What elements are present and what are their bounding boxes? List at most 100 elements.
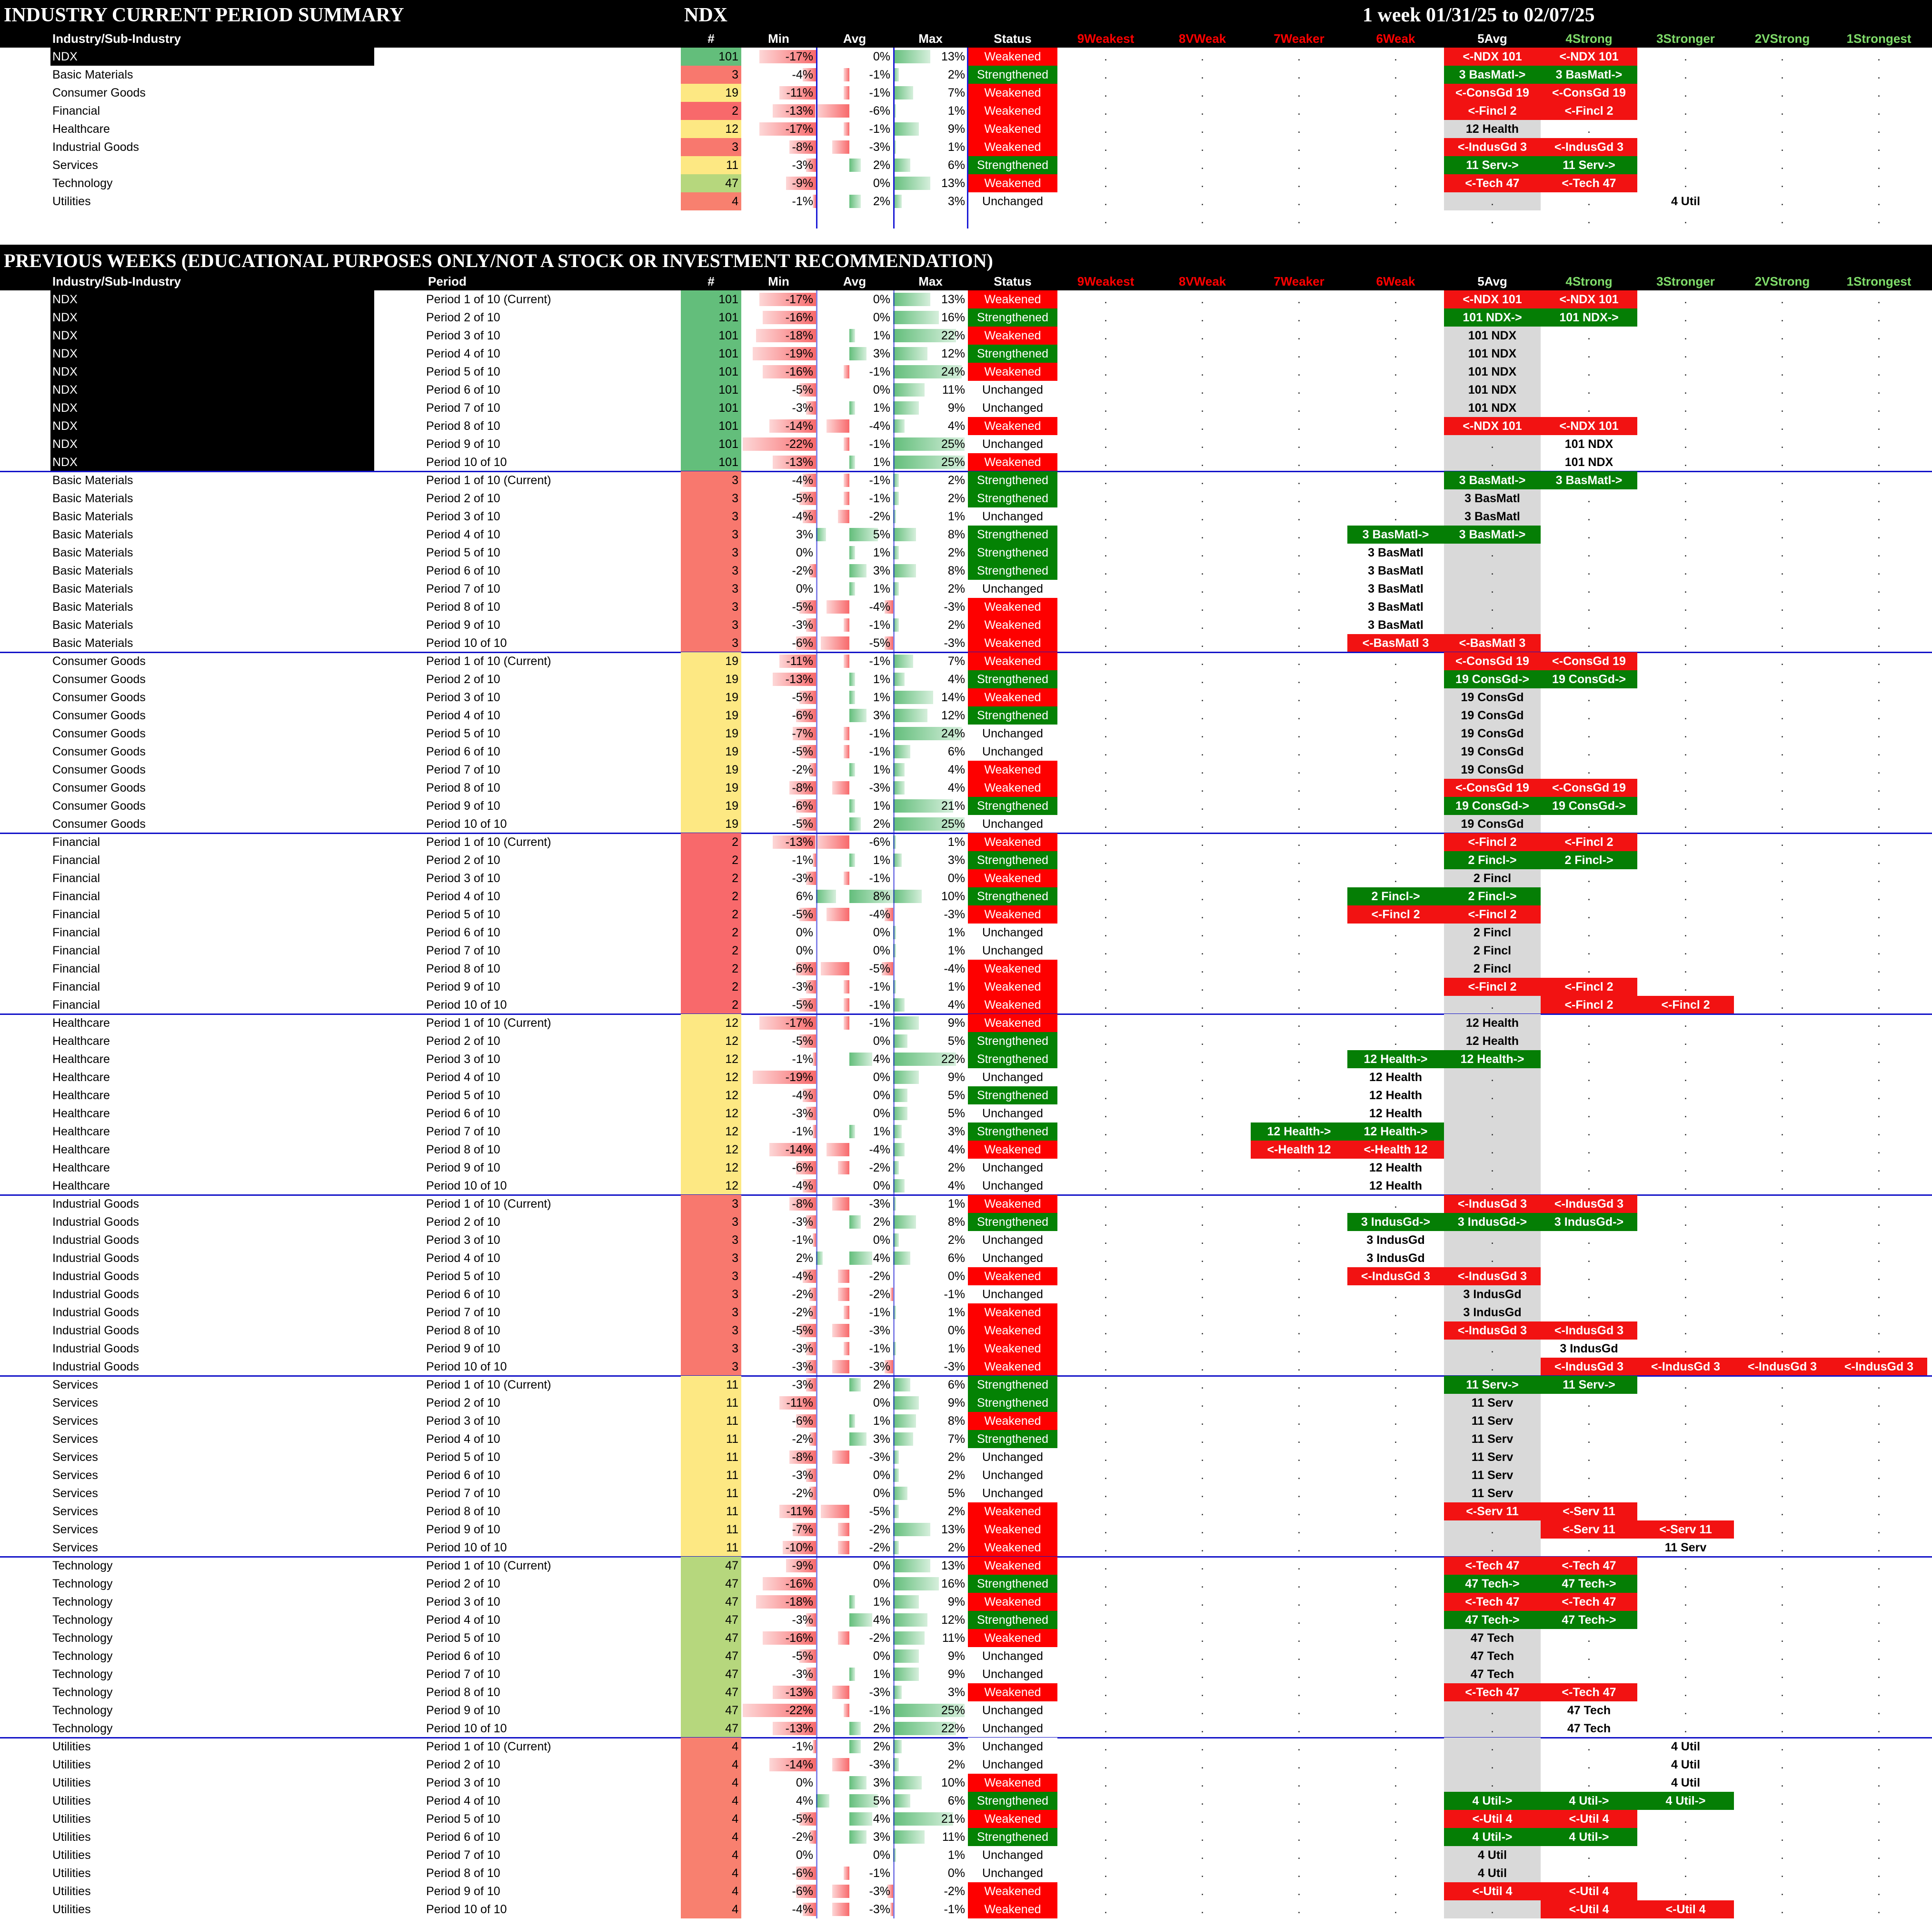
level-placeholder: . [1587, 1450, 1591, 1464]
period-label: Period 3 of 10 [426, 510, 500, 523]
group-separator [0, 652, 1932, 653]
level-placeholder: . [1297, 528, 1301, 541]
status-badge: Weakened [968, 634, 1057, 652]
industry-name: Healthcare [52, 1125, 110, 1138]
level-placeholder: . [1297, 437, 1301, 451]
value-bar [806, 872, 816, 885]
level-cell: <-NDX 101 [1541, 290, 1637, 308]
value-bar [796, 962, 816, 975]
level-placeholder: . [1684, 159, 1687, 172]
level-placeholder: . [1394, 293, 1397, 306]
value-bar [893, 419, 905, 433]
value-bar [796, 636, 816, 650]
period-label: Period 4 of 10 [426, 1613, 500, 1627]
table-row: Industrial Goods Period 4 of 10 3 2% 4% 6% Unc… [0, 1249, 1932, 1267]
status-badge: Weakened [968, 1900, 1057, 1918]
level-placeholder: . [1297, 365, 1301, 378]
level-placeholder: . [1877, 492, 1881, 505]
level-placeholder: . [1444, 1141, 1541, 1159]
min-value: -10% [785, 1541, 813, 1554]
stock-count: 4 [681, 1774, 741, 1792]
value-bar [893, 437, 965, 451]
min-value: 0% [796, 944, 813, 957]
value-bar [779, 655, 816, 668]
table-row: Basic Materials Period 7 of 10 3 0% 1% 2% Unch… [0, 580, 1932, 598]
level-placeholder: . [1297, 709, 1301, 722]
level-placeholder: . [1297, 86, 1301, 99]
table-row: Technology Period 9 of 10 47 -22% -1% 25% Unch… [0, 1701, 1932, 1719]
stock-count: 19 [681, 743, 741, 761]
level-placeholder: . [1877, 1631, 1881, 1645]
level-placeholder: . [1297, 582, 1301, 596]
level-placeholder: . [1297, 1414, 1301, 1428]
status-badge: Weakened [968, 978, 1057, 996]
level-placeholder: . [1877, 1071, 1881, 1084]
level-placeholder: . [1104, 1143, 1107, 1156]
level-placeholder: . [1781, 1758, 1784, 1771]
max-value: 0% [947, 1324, 965, 1337]
max-value: 11% [942, 1830, 965, 1844]
level-placeholder: . [1394, 1631, 1397, 1645]
level-placeholder: . [1201, 1016, 1204, 1030]
avg-value: 1% [873, 799, 890, 813]
level-placeholder: . [1104, 564, 1107, 577]
level-cell: 11 Serv-> [1541, 1376, 1637, 1394]
period-label: Period 3 of 10 [426, 691, 500, 704]
table-row: Technology Period 5 of 10 47 -16% -2% 11% Weak… [0, 1629, 1932, 1647]
level-placeholder: . [1104, 1469, 1107, 1482]
industry-name: Consumer Goods [52, 655, 146, 668]
value-bar [849, 763, 855, 776]
level-placeholder: . [1104, 195, 1107, 208]
level-cell: 4 Util [1671, 1740, 1701, 1753]
level-placeholder: . [1201, 872, 1204, 885]
avg-value: 0% [873, 1649, 890, 1663]
level-placeholder: . [1877, 763, 1881, 776]
level-placeholder: . [1394, 213, 1397, 226]
min-value: -5% [792, 1034, 813, 1048]
level-cell: 3 IndusGd [1444, 1285, 1541, 1303]
level-placeholder: . [1297, 474, 1301, 487]
avg-value: -2% [869, 1541, 890, 1554]
status-badge: Weakened [968, 1340, 1057, 1358]
status-badge: Weakened [968, 1321, 1057, 1340]
avg-value: 2% [873, 1722, 890, 1735]
level-placeholder: . [1444, 598, 1541, 616]
level-header-6weak: 6Weak [1376, 274, 1415, 288]
value-bar [893, 492, 899, 505]
avg-value: -5% [869, 636, 890, 650]
level-cell: <-ConsGd 19 [1444, 652, 1541, 670]
level-placeholder: . [1444, 580, 1541, 598]
level-placeholder: . [1877, 1505, 1881, 1518]
status-badge: Unchanged [968, 399, 1057, 417]
period-label: Period 7 of 10 [426, 1306, 500, 1319]
min-value: -3% [792, 1378, 813, 1391]
value-bar [893, 546, 899, 559]
level-placeholder: . [1394, 655, 1397, 668]
level-placeholder: . [1444, 1177, 1541, 1195]
value-bar [799, 1034, 816, 1048]
level-placeholder: . [1587, 1179, 1591, 1192]
stock-count: 19 [681, 84, 741, 102]
avg-value: -1% [869, 365, 890, 378]
level-placeholder: . [1877, 528, 1881, 541]
max-value: 25% [941, 1704, 965, 1717]
level-placeholder: . [1201, 86, 1204, 99]
period-label: Period 9 of 10 [426, 980, 500, 993]
period-label: Period 3 of 10 [426, 1053, 500, 1066]
industry-name: Technology [52, 1631, 113, 1645]
min-value: 0% [796, 926, 813, 939]
level-placeholder: . [1877, 1794, 1881, 1808]
level-placeholder: . [1104, 68, 1107, 81]
industry-name: Consumer Goods [52, 763, 146, 776]
level-placeholder: . [1781, 401, 1784, 415]
status-badge: Unchanged [968, 435, 1057, 453]
level-placeholder: . [1781, 1306, 1784, 1319]
level-cell: 2 Fincl [1444, 869, 1541, 887]
level-placeholder: . [1394, 68, 1397, 81]
max-value: -4% [944, 962, 965, 975]
max-value: 9% [947, 1649, 965, 1663]
industry-name: Industrial Goods [52, 140, 139, 154]
level-placeholder: . [1877, 1342, 1881, 1355]
level-placeholder: . [1781, 159, 1784, 172]
industry-name: Healthcare [52, 1161, 110, 1174]
